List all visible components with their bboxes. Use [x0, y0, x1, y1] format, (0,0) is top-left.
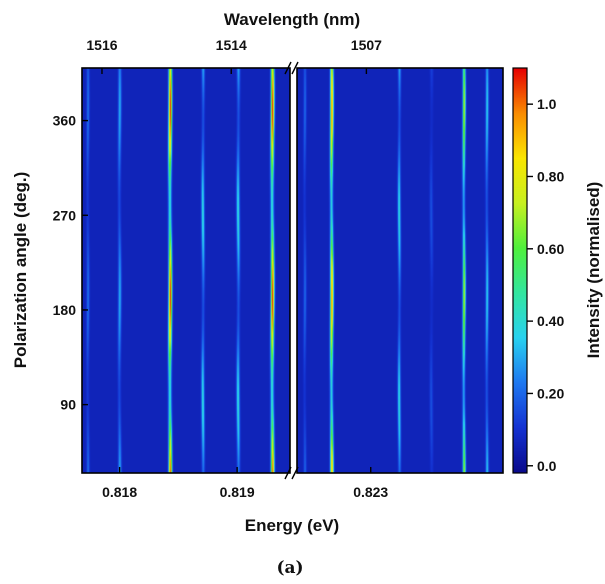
x-axis-title: Energy (eV): [245, 516, 339, 535]
heatmap-panel-1: [82, 68, 290, 473]
colorbar-tick-label: 0.80: [537, 168, 564, 184]
colorbar: 0.0 0.20 0.40 0.60 0.80 1.0: [513, 68, 564, 474]
top-tick-label: 1507: [351, 37, 382, 53]
heatmap-panel-2: [297, 68, 503, 473]
colorbar-gradient: [513, 68, 527, 473]
axis-break-bottom: [284, 466, 299, 480]
x-tick-label: 0.819: [220, 484, 255, 500]
colorbar-tick-label: 0.40: [537, 313, 564, 329]
colorbar-tick-label: 0.60: [537, 241, 564, 257]
colorbar-tick-label: 0.20: [537, 385, 564, 401]
colorbar-title: Intensity (normalised): [584, 182, 603, 359]
right-panel-frame: [296, 67, 504, 474]
heatmap-panels: [82, 68, 503, 473]
x-tick-label: 0.818: [102, 484, 137, 500]
colorbar-tick-label: 0.0: [537, 458, 557, 474]
x-tick-label: 0.823: [353, 484, 388, 500]
axis-ticks: 90 180 270 360 0.818 0.819 1516 1514 0.823 1507: [53, 37, 389, 500]
top-axis-title: Wavelength (nm): [224, 10, 360, 29]
y-tick-label: 270: [53, 207, 77, 223]
colorbar-frame: [512, 67, 528, 474]
colorbar-tick-label: 1.0: [537, 96, 557, 112]
top-tick-label: 1514: [216, 37, 247, 53]
y-axis-title: Polarization angle (deg.): [11, 172, 30, 368]
top-tick-label: 1516: [86, 37, 117, 53]
y-tick-label: 90: [60, 397, 76, 413]
y-tick-label: 360: [53, 113, 77, 129]
panel-label: (a): [276, 558, 303, 578]
axis-break-top: [284, 61, 299, 75]
left-panel-frame: [81, 67, 291, 474]
y-tick-label: 180: [53, 302, 77, 318]
